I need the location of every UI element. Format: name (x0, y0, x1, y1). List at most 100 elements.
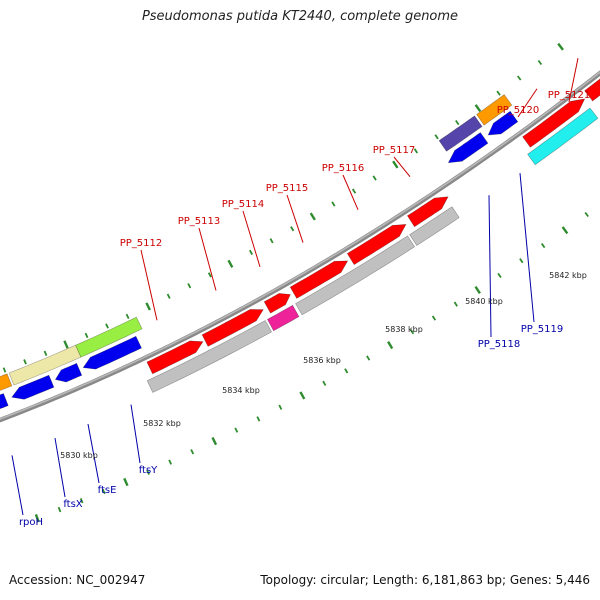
gene-label-pp_5119: PP_5119 (521, 324, 564, 335)
leader-line (519, 173, 535, 323)
gene-label-pp_5115: PP_5115 (266, 183, 309, 194)
tick-mark-outer (453, 301, 458, 307)
gene-orange (476, 94, 513, 126)
tick-mark-inner (63, 340, 69, 349)
tick-mark-outer (234, 427, 239, 433)
gene-rna-grey (146, 320, 273, 393)
tick-mark-inner (474, 104, 482, 112)
label-leaders (11, 58, 579, 516)
leader-line (488, 195, 492, 338)
scale-label: 5836 kbp (303, 356, 341, 365)
tick-mark-outer (409, 329, 415, 335)
gene-magenta (266, 304, 300, 332)
gene-label-ftsx: ftsX (63, 499, 82, 510)
scale-label: 5832 kbp (143, 419, 181, 428)
tick-mark-inner (516, 75, 522, 81)
cds-reverse (11, 374, 55, 400)
tick-mark-inner (84, 332, 89, 339)
gene-label-pp_5118: PP_5118 (478, 339, 521, 350)
tick-mark-outer (123, 477, 129, 487)
gene-label-pp_5117: PP_5117 (373, 145, 416, 156)
tick-mark-outer (278, 404, 283, 410)
cds-forward (406, 196, 449, 228)
cds-forward (146, 340, 204, 375)
gene-label-pp_5113: PP_5113 (178, 216, 221, 227)
leader-line (130, 404, 141, 464)
gene-label-pp_5121: PP_5121 (548, 90, 591, 101)
gene-orange (0, 373, 13, 391)
gene-label-pp_5116: PP_5116 (322, 163, 365, 174)
map-title: Pseudomonas putida KT2440, complete geno… (141, 9, 459, 24)
gene-label-pp_5120: PP_5120 (497, 105, 540, 116)
gene-label-ftsy: ftsY (139, 465, 158, 476)
accession-text: Accession: NC_002947 (9, 573, 146, 587)
cds-reverse (487, 110, 519, 136)
gene-label-pp_5112: PP_5112 (120, 238, 163, 249)
leader-line (393, 156, 411, 178)
leader-line (517, 88, 538, 118)
tick-mark-inner (496, 90, 501, 96)
gene-green (75, 316, 143, 358)
tick-mark-outer (431, 315, 437, 321)
tick-mark-inner (2, 367, 7, 373)
cds-reverse (0, 393, 9, 410)
tick-mark-inner (105, 323, 109, 329)
tick-mark-inner (145, 302, 151, 311)
gene-rna-grey (409, 206, 460, 246)
gene-label-rpoh: rpoH (19, 517, 43, 528)
scale-label: 5840 kbp (465, 297, 503, 306)
gene-cyan (527, 107, 599, 166)
gene-label-pp_5114: PP_5114 (222, 199, 265, 210)
gene-rna-grey (295, 235, 416, 316)
tick-mark-inner (227, 259, 234, 268)
tick-mark-outer (211, 436, 218, 446)
tick-mark-inner (331, 201, 336, 207)
gene-purple (438, 115, 483, 152)
tick-mark-inner (249, 249, 253, 256)
tick-mark-outer (299, 391, 306, 400)
scale-label: 5834 kbp (222, 386, 260, 395)
tick-mark-inner (207, 272, 212, 278)
tick-mark-outer (387, 340, 394, 350)
tick-mark-inner (434, 134, 439, 140)
tick-mark-outer (322, 380, 327, 386)
leader-line (11, 455, 24, 516)
cds-reverse (447, 132, 489, 164)
tick-mark-outer (474, 285, 481, 294)
leader-line (87, 423, 100, 484)
tick-mark-inner (351, 188, 357, 194)
backbone-highlight (0, 71, 600, 420)
tick-mark-inner (557, 42, 564, 51)
tick-mark-outer (584, 211, 589, 218)
leader-line (342, 174, 359, 210)
genome-summary-text: Topology: circular; Length: 6,181,863 bp… (260, 573, 590, 587)
gene-label-ftse: ftsE (98, 485, 117, 496)
leader-line (242, 210, 261, 268)
tick-mark-inner (23, 359, 27, 365)
tick-mark-outer (256, 416, 261, 422)
cds-forward (522, 98, 586, 148)
tick-mark-inner (166, 293, 171, 299)
tick-mark-inner (269, 238, 274, 244)
cds-reverse (82, 335, 142, 370)
tick-mark-outer (101, 488, 106, 495)
tick-mark-outer (519, 258, 524, 264)
scale-ticks (2, 42, 589, 523)
tick-mark-outer (366, 355, 371, 361)
tick-mark-outer (57, 506, 62, 513)
leader-line (198, 227, 217, 291)
cds-forward (263, 293, 291, 314)
scale-label: 5830 kbp (60, 451, 98, 460)
cds-forward (289, 260, 349, 299)
tick-mark-outer (190, 449, 195, 455)
leader-line (54, 438, 66, 498)
leader-line (568, 58, 579, 103)
tick-mark-inner (455, 119, 460, 126)
tick-mark-outer (168, 459, 173, 465)
tick-mark-outer (79, 498, 84, 504)
leader-line (286, 194, 304, 243)
tick-mark-outer (540, 242, 546, 249)
cds-reverse (54, 362, 83, 383)
